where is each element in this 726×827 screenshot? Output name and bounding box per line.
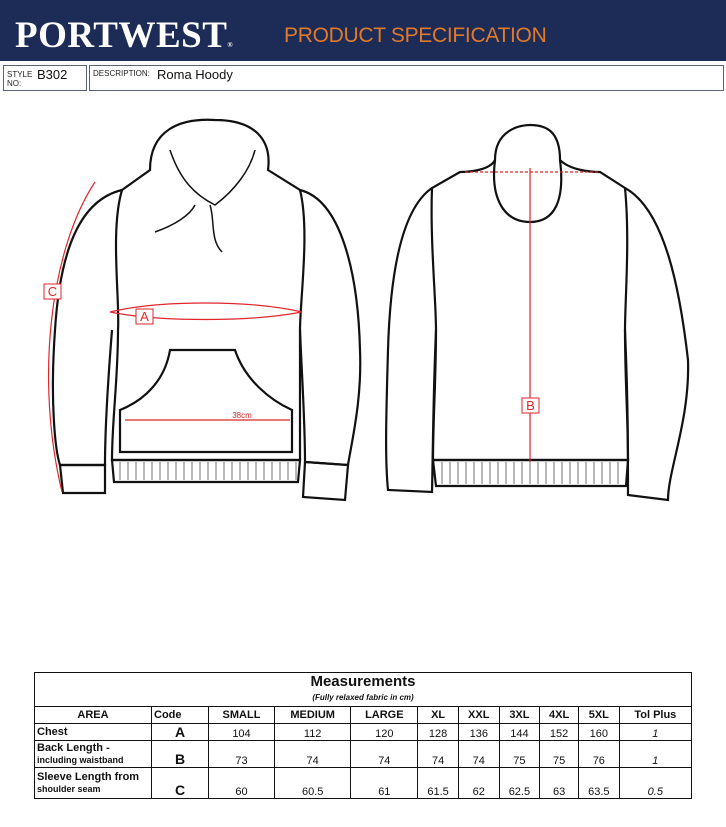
- area-cell: Sleeve Length from shoulder seam: [34, 767, 152, 799]
- pocket-measure-label: 38cm: [232, 411, 252, 420]
- label-c: C: [48, 284, 57, 299]
- header-large: LARGE: [350, 706, 419, 724]
- code-cell: A: [151, 723, 209, 741]
- value-cell: 74: [273, 740, 352, 768]
- header-code: Code: [151, 706, 209, 724]
- measurements-table: Measurements (Fully relaxed fabric in cm)…: [34, 672, 693, 799]
- value-cell: 152: [539, 723, 579, 741]
- tolerance-cell: 1: [618, 740, 693, 768]
- page-title: PRODUCT SPECIFICATION: [284, 24, 547, 47]
- label-b: B: [526, 398, 535, 413]
- style-value: B302: [37, 67, 68, 82]
- measurement-lines: [48, 168, 600, 493]
- value-cell: 74: [417, 740, 459, 768]
- value-cell: 74: [457, 740, 500, 768]
- tolerance-cell: 0.5: [618, 767, 693, 799]
- value-cell: 62.5: [498, 767, 541, 799]
- value-cell: 60: [208, 767, 275, 799]
- chest-measure-line: [109, 302, 303, 321]
- hoodie-front-drawing: [51, 118, 362, 502]
- label-c-box: [43, 283, 62, 300]
- value-cell: 160: [577, 723, 620, 741]
- area-cell: Back Length - including waistband: [34, 740, 152, 768]
- value-cell: 75: [498, 740, 541, 768]
- value-cell: 62: [457, 767, 500, 799]
- value-cell: 76: [577, 740, 620, 768]
- header-area: AREA: [34, 706, 152, 724]
- table-header-row: AREA Code SMALL MEDIUM LARGE XL XXL 3XL …: [34, 706, 693, 724]
- value-cell: 63.5: [577, 767, 620, 799]
- sleeve-length-line: [48, 181, 96, 493]
- description-box: DESCRIPTION: Roma Hoody: [89, 65, 724, 91]
- header-4xl: 4XL: [539, 706, 579, 724]
- table-title: Measurements (Fully relaxed fabric in cm): [34, 672, 692, 707]
- value-cell: 61: [350, 767, 419, 799]
- table-row: Sleeve Length from shoulder seam C 60 60.5 61…: [34, 767, 693, 799]
- value-cell: 120: [350, 723, 419, 741]
- code-cell: B: [151, 740, 209, 768]
- back-rib-hatching: [441, 462, 619, 484]
- value-cell: 74: [350, 740, 419, 768]
- description-label: DESCRIPTION:: [93, 69, 150, 78]
- header-small: SMALL: [208, 706, 275, 724]
- label-a: A: [140, 309, 149, 324]
- header-5xl: 5XL: [577, 706, 620, 724]
- description-value: Roma Hoody: [157, 67, 233, 82]
- brand-logo: PORTWEST®: [15, 15, 234, 56]
- tolerance-cell: 1: [618, 723, 693, 741]
- table-row: Back Length - including waistband B 73 74 74 7…: [34, 740, 693, 768]
- header-tol-plus: Tol Plus: [618, 706, 693, 724]
- label-a-box: [135, 308, 154, 325]
- header-banner: PORTWEST® PRODUCT SPECIFICATION: [0, 0, 726, 61]
- code-cell: C: [151, 767, 209, 799]
- value-cell: 61.5: [417, 767, 459, 799]
- value-cell: 112: [273, 723, 352, 741]
- value-cell: 144: [498, 723, 541, 741]
- header-3xl: 3XL: [498, 706, 541, 724]
- area-cell: Chest: [34, 723, 152, 741]
- value-cell: 136: [457, 723, 500, 741]
- value-cell: 104: [208, 723, 275, 741]
- header-xl: XL: [417, 706, 459, 724]
- front-rib-hatching: [119, 462, 297, 480]
- value-cell: 75: [539, 740, 579, 768]
- hoodie-back-drawing: [385, 123, 690, 502]
- garment-drawings: A B C 38cm: [43, 118, 690, 502]
- value-cell: 73: [208, 740, 275, 768]
- value-cell: 128: [417, 723, 459, 741]
- label-b-box: [521, 397, 540, 414]
- style-number-box: STYLE NO: B302: [3, 65, 87, 91]
- style-label: STYLE NO:: [7, 70, 33, 88]
- value-cell: 60.5: [273, 767, 352, 799]
- value-cell: 63: [539, 767, 579, 799]
- table-row: Chest A 104 112 120 128 136 144 152 160 1: [34, 723, 693, 741]
- header-medium: MEDIUM: [273, 706, 352, 724]
- header-xxl: XXL: [457, 706, 500, 724]
